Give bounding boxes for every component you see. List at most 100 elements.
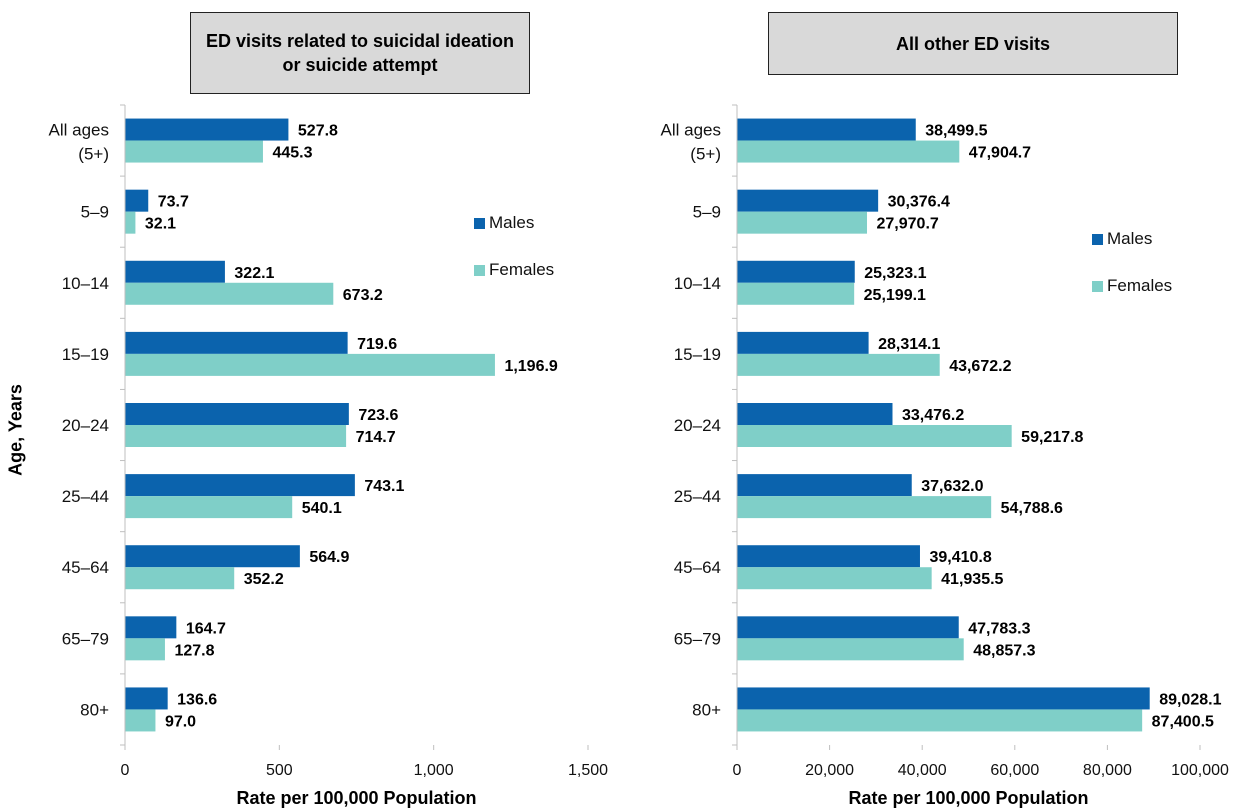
left-x-tick-label: 500 (266, 762, 293, 779)
right-category-label: 45–64 (674, 558, 721, 577)
right-data-label-females: 27,970.7 (877, 216, 939, 233)
left-bar-females (125, 709, 156, 732)
right-bar-females (737, 353, 940, 376)
left-category-label: 5–9 (81, 203, 109, 222)
right-x-tick-label: 40,000 (898, 762, 947, 779)
left-chart-title: ED visits related to suicidal ideation o… (190, 12, 530, 94)
right-data-label-males: 89,028.1 (1159, 691, 1221, 708)
legend-label-males: Males (489, 213, 535, 232)
left-bar-females (125, 496, 293, 519)
right-category-label: 20–24 (674, 416, 721, 435)
right-category-label: 15–19 (674, 345, 721, 364)
left-category-label: 45–64 (62, 558, 109, 577)
right-data-label-males: 38,499.5 (925, 123, 987, 140)
left-bar-females (125, 425, 347, 447)
left-bar-males (125, 687, 168, 710)
right-bar-females (737, 567, 932, 590)
left-bar-males (125, 331, 348, 354)
right-data-label-males: 47,783.3 (968, 620, 1030, 637)
left-x-tick-label: 0 (121, 762, 130, 779)
right-data-label-females: 25,199.1 (864, 287, 926, 304)
right-x-tick-label: 20,000 (805, 762, 854, 779)
right-bar-females (737, 211, 868, 234)
right-bar-males (737, 118, 916, 141)
legend-label-males: Males (1107, 229, 1153, 248)
right-data-label-males: 33,476.2 (902, 407, 964, 424)
left-data-label-males: 743.1 (364, 478, 404, 495)
left-data-label-females: 127.8 (174, 642, 214, 659)
right-bar-males (737, 545, 920, 568)
right-x-axis-title: Rate per 100,000 Population (848, 788, 1089, 808)
right-x-tick-label: 60,000 (990, 762, 1039, 779)
right-category-label: 80+ (692, 700, 721, 719)
right-data-label-males: 30,376.4 (888, 194, 950, 211)
left-bar-females (125, 567, 235, 590)
left-data-label-males: 723.6 (358, 407, 398, 424)
left-category-label: 25–44 (62, 487, 109, 506)
right-data-label-males: 37,632.0 (921, 478, 983, 495)
right-data-label-males: 39,410.8 (929, 549, 991, 566)
right-bar-males (737, 189, 879, 212)
right-x-tick-label: 80,000 (1083, 762, 1132, 779)
left-bar-males (125, 260, 225, 283)
legend-item-females: Females (1092, 275, 1172, 297)
left-category-label: 10–14 (62, 274, 109, 293)
legend-label-females: Females (1107, 276, 1173, 295)
legend-item-females: Females (474, 259, 554, 281)
right-bar-females (737, 496, 992, 519)
males-swatch (1092, 233, 1103, 245)
right-data-label-males: 28,314.1 (878, 336, 940, 353)
left-bar-females (125, 140, 263, 163)
left-data-label-females: 540.1 (302, 500, 342, 517)
right-bar-females (737, 709, 1143, 732)
left-data-label-males: 527.8 (298, 123, 338, 140)
right-data-label-females: 43,672.2 (949, 358, 1011, 375)
right-data-label-females: 48,857.3 (973, 642, 1035, 659)
right-bar-females (737, 425, 1012, 447)
right-category-label: 25–44 (674, 487, 721, 506)
right-data-label-females: 41,935.5 (941, 571, 1003, 588)
left-data-label-females: 673.2 (343, 287, 383, 304)
females-swatch (1092, 280, 1103, 292)
right-x-tick-label: 100,000 (1171, 762, 1229, 779)
left-bar-females (125, 211, 136, 234)
right-chart-title: All other ED visits (768, 12, 1178, 75)
left-data-label-males: 136.6 (177, 691, 217, 708)
right-data-label-males: 25,323.1 (864, 265, 926, 282)
left-data-label-females: 97.0 (165, 713, 196, 730)
left-data-label-females: 714.7 (356, 429, 396, 446)
right-category-label: 10–14 (674, 274, 721, 293)
left-category-label: All ages (49, 121, 109, 140)
left-data-label-males: 164.7 (186, 620, 226, 637)
right-data-label-females: 87,400.5 (1152, 713, 1214, 730)
right-bar-females (737, 140, 960, 163)
left-bar-females (125, 353, 495, 376)
right-data-label-females: 47,904.7 (969, 145, 1031, 162)
left-data-label-males: 719.6 (357, 336, 397, 353)
left-bar-females (125, 282, 334, 305)
y-axis-title: Age, Years (5, 384, 26, 476)
left-x-tick-label: 1,000 (414, 762, 454, 779)
left-category-label: 80+ (80, 700, 109, 719)
left-data-label-females: 352.2 (244, 571, 284, 588)
left-data-label-males: 564.9 (309, 549, 349, 566)
left-category-label: 65–79 (62, 629, 109, 648)
right-x-tick-label: 0 (733, 762, 742, 779)
left-bar-males (125, 616, 177, 639)
males-swatch (474, 217, 485, 229)
right-bar-males (737, 260, 855, 283)
left-category-label: 15–19 (62, 345, 109, 364)
left-data-label-females: 32.1 (145, 216, 176, 233)
legend-item-males: Males (474, 212, 554, 234)
left-data-label-males: 73.7 (158, 194, 189, 211)
left-bar-males (125, 545, 300, 568)
left-bar-females (125, 638, 165, 661)
left-bar-males (125, 118, 289, 141)
left-bar-males (125, 474, 355, 497)
left-data-label-females: 445.3 (272, 145, 312, 162)
females-swatch (474, 264, 485, 276)
left-bar-males (125, 189, 149, 212)
right-bar-males (737, 403, 893, 425)
left-category-label: 20–24 (62, 416, 109, 435)
